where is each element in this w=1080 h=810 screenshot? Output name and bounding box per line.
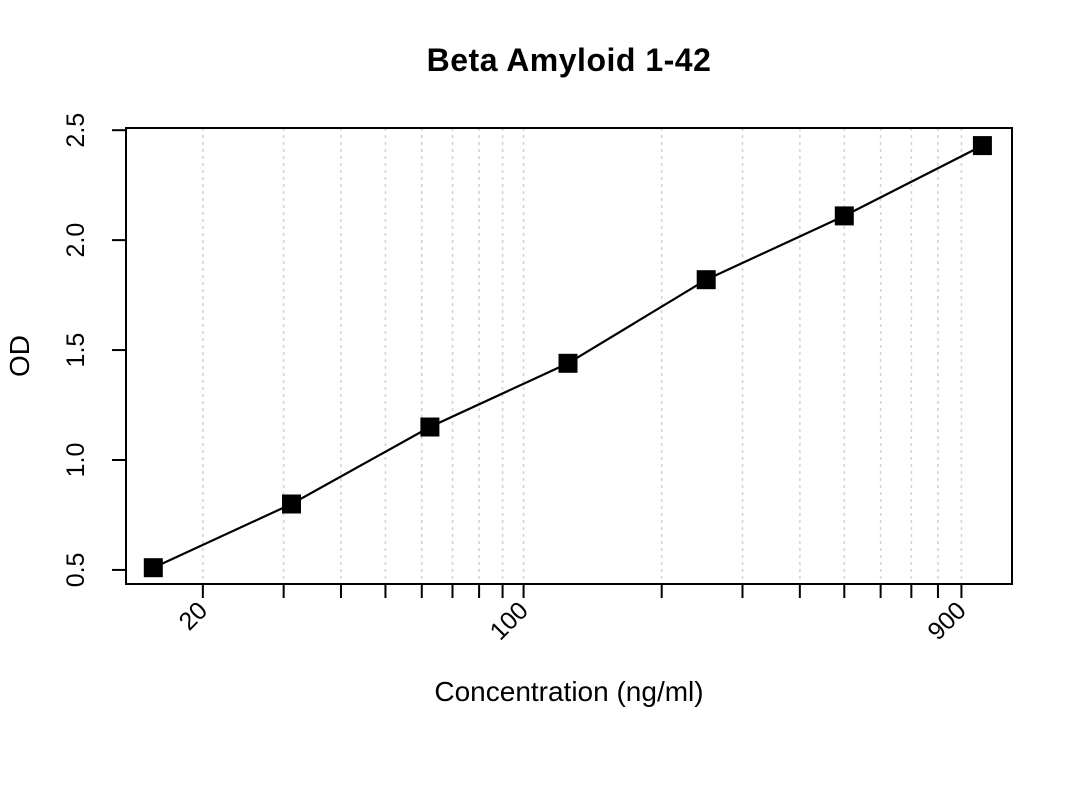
data-point bbox=[282, 494, 301, 514]
x-tick-label: 20 bbox=[174, 596, 213, 635]
x-axis-title: Concentration (ng/ml) bbox=[434, 676, 704, 707]
y-tick-label: 1.0 bbox=[62, 443, 90, 478]
y-tick-label: 2.0 bbox=[62, 223, 90, 258]
plot-border bbox=[125, 127, 1013, 585]
data-point bbox=[972, 136, 992, 156]
chart-title: Beta Amyloid 1-42 bbox=[426, 42, 712, 78]
y-axis-title: OD bbox=[4, 335, 35, 377]
data-point bbox=[558, 353, 578, 373]
data-point bbox=[420, 417, 440, 437]
data-point bbox=[143, 558, 163, 578]
x-tick-label: 100 bbox=[485, 596, 534, 645]
y-tick-label: 1.5 bbox=[62, 333, 90, 368]
data-point bbox=[834, 206, 854, 226]
y-tick-label: 2.5 bbox=[62, 113, 90, 148]
y-tick-label: 0.5 bbox=[62, 553, 90, 588]
data-point bbox=[696, 270, 716, 290]
x-tick-label: 900 bbox=[922, 596, 971, 645]
